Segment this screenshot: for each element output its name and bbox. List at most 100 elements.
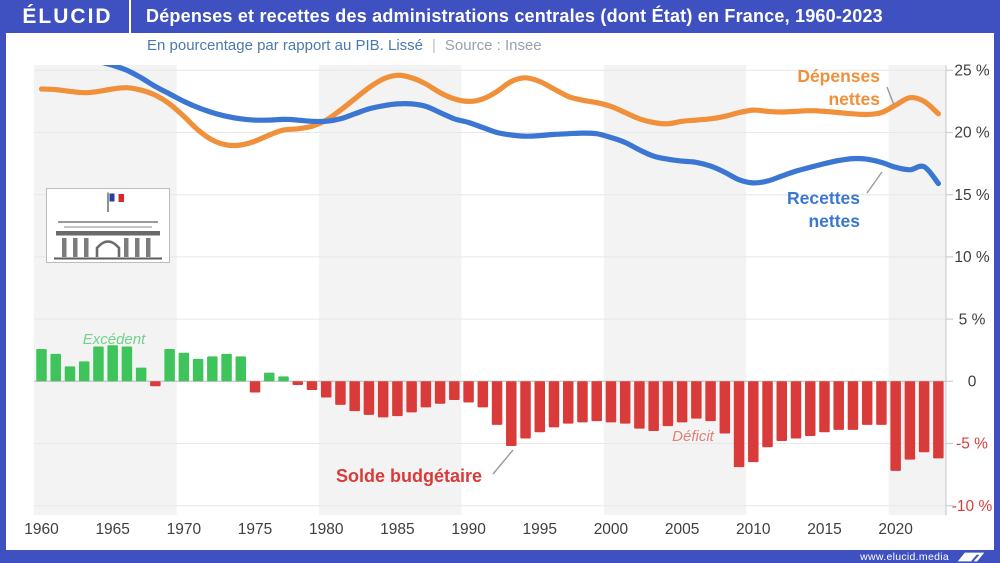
solde-bar-1989 [449, 381, 460, 400]
y-tick-label: 15 % [954, 187, 990, 204]
solde-bar-1986 [406, 381, 417, 413]
x-tick-label: 1960 [24, 521, 59, 538]
solde-bar-1971 [192, 358, 204, 382]
solde-bar-2012 [776, 381, 788, 442]
x-tick-label: 1990 [451, 521, 486, 538]
solde-bar-2001 [619, 381, 631, 424]
decade-stripe [603, 65, 747, 515]
solde-bar-2016 [833, 381, 844, 430]
solde-bar-2017 [847, 381, 859, 430]
footer-bar: www.elucid.media [6, 550, 994, 563]
solde-bar-1991 [477, 381, 489, 408]
solde-bar-1970 [178, 352, 190, 382]
x-tick-label: 2020 [878, 521, 913, 538]
x-tick-label: 1985 [380, 521, 414, 538]
solde-bar-2008 [719, 381, 731, 434]
solde-bar-1997 [562, 381, 574, 424]
solde-bar-2015 [819, 381, 830, 433]
solde-bar-1962 [64, 366, 76, 382]
solde-bars [36, 345, 944, 471]
recettes-label: Recettes nettes [787, 188, 860, 231]
solde-bar-2007 [705, 381, 716, 422]
x-tick-label: 2010 [736, 521, 771, 538]
solde-bar-2019 [876, 381, 887, 425]
solde-bar-2003 [648, 381, 659, 432]
solde-bar-1976 [264, 372, 275, 382]
solde-bar-1979 [306, 381, 318, 391]
x-axis-labels: 1960 1965 1970 1975 1980 1985 1990 1995 2000 2005… [24, 521, 913, 538]
x-tick-label: 1980 [309, 521, 344, 538]
solde-bar-2005 [676, 381, 688, 423]
chart-svg: 25 % 20 % 15 % 10 % 5 % 0 -5 % -10 % 1960 1965 197… [24, 63, 993, 539]
solde-bar-1999 [591, 381, 602, 422]
decade-stripe [319, 65, 462, 515]
solde-bar-1969 [164, 348, 175, 382]
footer-url: www.elucid.media [860, 550, 949, 563]
solde-bar-2002 [634, 381, 645, 429]
solde-bar-1981 [335, 381, 346, 405]
deficit-label: Déficit [672, 428, 715, 445]
solde-bar-1994 [520, 381, 531, 439]
solde-bar-2011 [762, 381, 773, 448]
solde-bar-1977 [278, 376, 289, 382]
recettes-connector [866, 171, 883, 194]
solde-bar-1961 [50, 353, 61, 382]
solde-bar-1995 [534, 381, 546, 433]
excedent-label: Excédent [83, 331, 146, 348]
solde-bar-1988 [434, 381, 446, 404]
solde-bar-2018 [861, 381, 873, 425]
y-tick-label: 0 [968, 374, 977, 391]
solde-bar-1965 [107, 345, 118, 382]
solde-bar-1980 [320, 381, 332, 398]
x-tick-label: 1975 [238, 521, 272, 538]
page-title: Dépenses et recettes des administrations… [146, 6, 883, 26]
chart-area: 25 % 20 % 15 % 10 % 5 % 0 -5 % -10 % 1960 1965 197… [12, 60, 1000, 550]
assemblee-nationale-illustration [46, 188, 170, 263]
recettes-line [101, 65, 941, 187]
solde-connector [492, 449, 514, 475]
solde-bar-1968 [150, 381, 161, 387]
solde-bar-1998 [577, 381, 588, 423]
solde-bar-1972 [207, 356, 218, 382]
solde-bar-2010 [748, 381, 759, 463]
x-tick-label: 1995 [523, 521, 557, 538]
y-axis: 25 % 20 % 15 % 10 % 5 % 0 -5 % -10 % [945, 63, 993, 515]
solde-bar-1993 [506, 381, 517, 446]
solde-bar-2013 [790, 381, 802, 439]
solde-bar-2020 [890, 381, 901, 471]
x-tick-label: 1970 [167, 521, 202, 538]
header-separator [129, 0, 131, 33]
depenses-label: Dépenses nettes [797, 66, 880, 109]
solde-bar-1996 [548, 381, 560, 428]
solde-bar-2021 [904, 381, 916, 460]
solde-bar-2014 [804, 381, 816, 437]
header-bar: ÉLUCID Dépenses et recettes des administ… [6, 0, 994, 33]
depenses-connector [886, 86, 895, 106]
solde-bar-1984 [377, 381, 389, 418]
y-tick-label: -10 % [952, 498, 993, 515]
solde-bar-1985 [392, 381, 403, 417]
solde-bar-1960 [36, 348, 47, 382]
solde-bar-1992 [491, 381, 503, 425]
solde-bar-1978 [292, 381, 303, 386]
elucid-flag-icon [957, 552, 985, 561]
solde-bar-1964 [93, 346, 104, 382]
solde-bar-2006 [691, 381, 702, 419]
decade-stripe [34, 65, 177, 515]
solde-label: Solde budgétaire [336, 466, 482, 486]
y-tick-label: -5 % [956, 436, 988, 453]
line-series [38, 65, 941, 187]
subtitle-text: En pourcentage par rapport au PIB. Lissé [147, 37, 424, 54]
x-tick-label: 2005 [665, 521, 699, 538]
solde-bar-1967 [135, 367, 147, 382]
y-tick-label: 25 % [954, 63, 990, 80]
y-tick-label: 20 % [954, 125, 990, 142]
x-tick-label: 2000 [594, 521, 629, 538]
x-tick-label: 2015 [807, 521, 841, 538]
depenses-line [38, 72, 941, 149]
solde-bar-2000 [605, 381, 617, 423]
solde-bar-2022 [918, 381, 930, 453]
solde-bar-1973 [221, 353, 232, 382]
solde-bar-1990 [463, 381, 474, 403]
